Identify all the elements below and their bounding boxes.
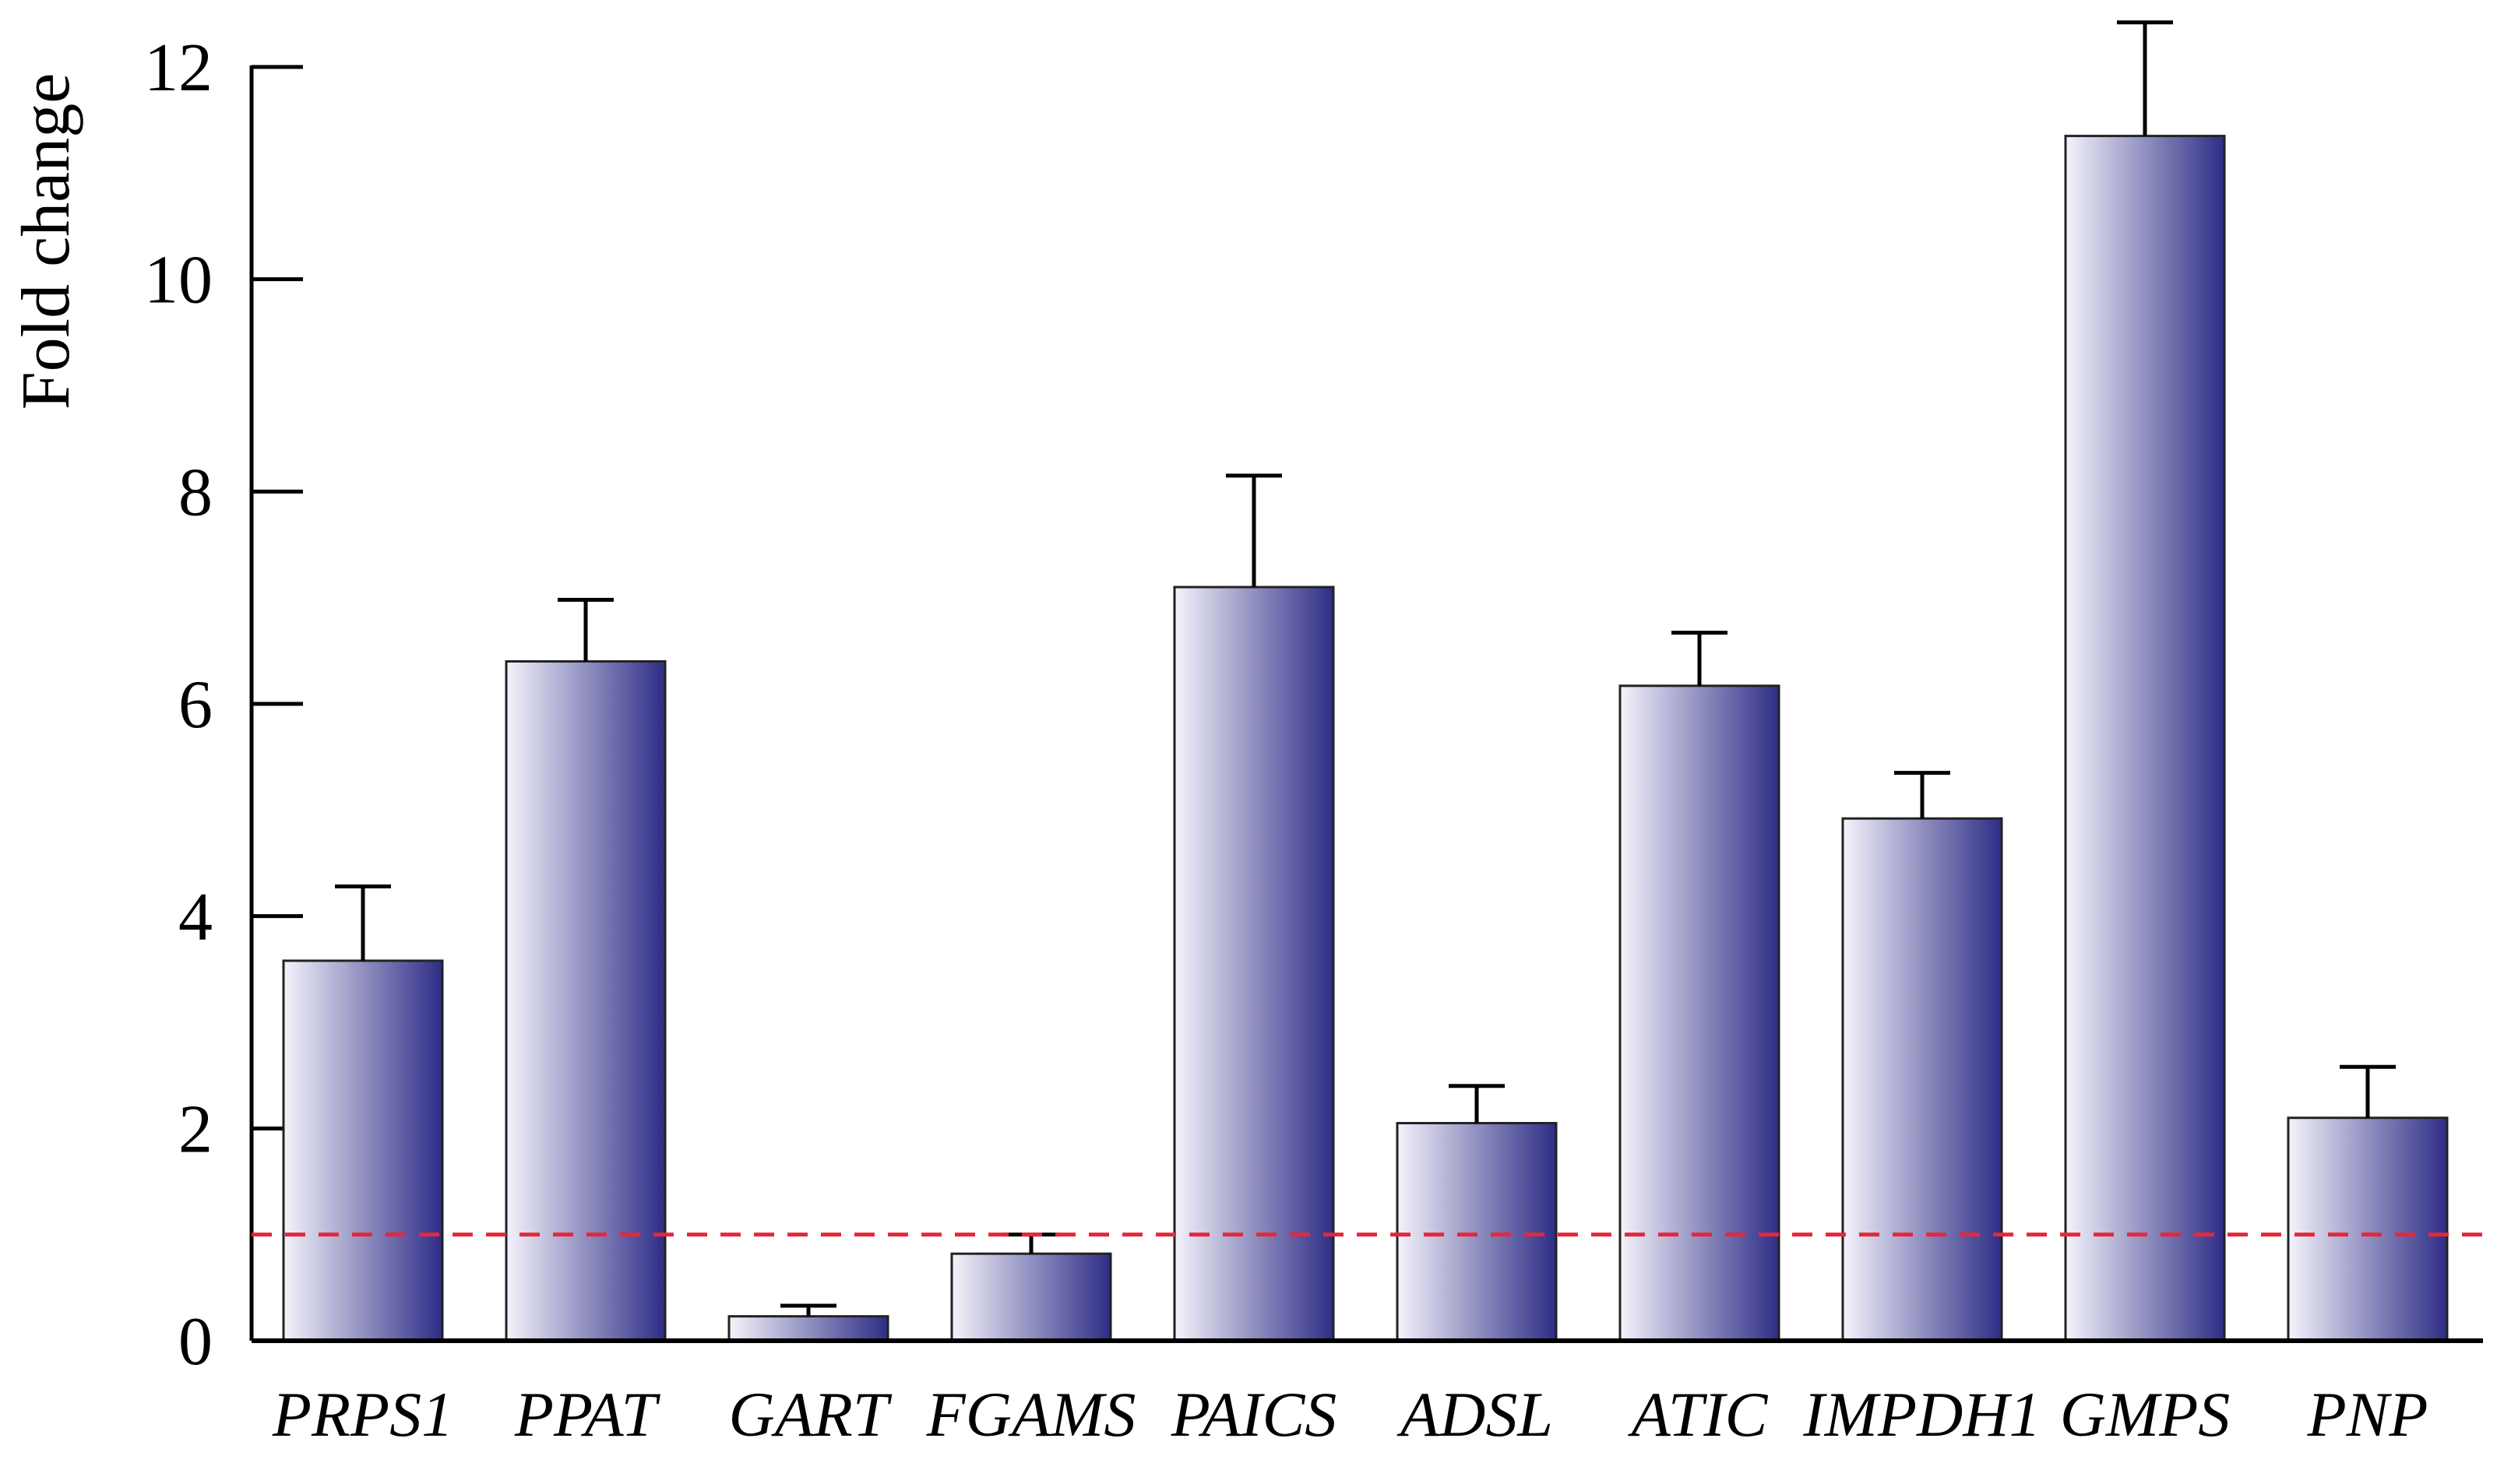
x-tick-label: ADSL	[1396, 1379, 1553, 1450]
x-tick-label: PNP	[2307, 1379, 2428, 1450]
bar-adsl	[1396, 1122, 1558, 1342]
x-tick-label: FGAMS	[926, 1379, 1136, 1450]
bar-impdh1	[1841, 817, 2003, 1342]
bar-paics	[1173, 586, 1335, 1342]
bar-ppat	[505, 659, 667, 1342]
x-tick-label: IMPDH1	[1802, 1379, 2041, 1450]
bar-atic	[1618, 684, 1780, 1342]
x-tick-label: GART	[729, 1379, 893, 1450]
x-tick-label: PRPS1	[272, 1379, 453, 1450]
x-tick-label: PPAT	[514, 1379, 661, 1450]
y-axis: 0 2 4 6 8 10 12	[144, 30, 303, 1380]
bars	[282, 135, 2449, 1342]
bar-fgams	[950, 1252, 1112, 1342]
y-tick-label: 4	[178, 880, 213, 955]
y-tick-label: 2	[178, 1092, 213, 1167]
x-axis: PRPS1 PPAT GART FGAMS PAICS ADSL ATIC IMPDH1 GMP…	[252, 1338, 2483, 1450]
y-tick-label: 10	[144, 243, 213, 318]
bar-gmps	[2064, 135, 2226, 1342]
x-tick-label: ATIC	[1628, 1379, 1769, 1450]
y-tick-label: 8	[178, 455, 213, 530]
bar-prps1	[282, 959, 444, 1342]
x-tick-label: PAICS	[1171, 1379, 1337, 1450]
y-tick-label: 6	[178, 667, 213, 743]
y-axis-title: Fold change	[9, 73, 84, 410]
bar-gart	[727, 1315, 889, 1342]
error-bars	[335, 20, 2396, 1317]
y-tick-label: 0	[178, 1304, 213, 1380]
y-tick-label: 12	[144, 30, 213, 106]
x-tick-label: GMPS	[2060, 1379, 2231, 1450]
bar-pnp	[2287, 1117, 2449, 1342]
